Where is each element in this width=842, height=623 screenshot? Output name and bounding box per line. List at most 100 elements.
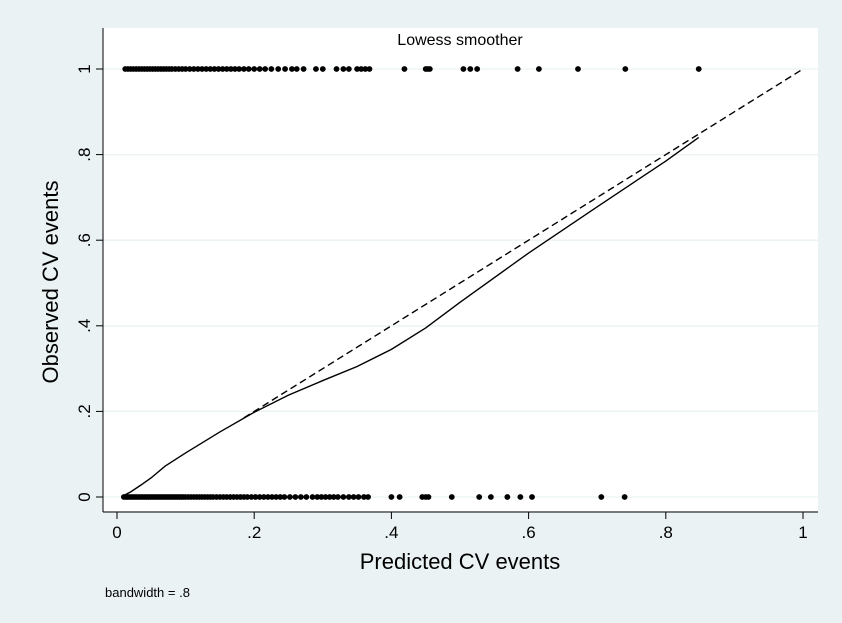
data-point [262, 66, 269, 72]
data-point [476, 494, 483, 500]
y-tick-label: 0 [75, 492, 94, 501]
data-point [232, 66, 238, 72]
data-point [330, 494, 337, 500]
data-point [227, 66, 234, 72]
data-point [621, 494, 628, 500]
data-point [695, 66, 702, 72]
data-point [215, 66, 222, 72]
axis-layer: 0 .2 .4 .6 .8 1 0 .2 .4 .6 .8 1 [75, 28, 818, 542]
data-point [265, 494, 271, 500]
data-point [514, 66, 521, 72]
data-point [236, 66, 243, 72]
data-point [319, 66, 326, 72]
data-point [318, 494, 325, 500]
data-point [186, 66, 193, 72]
y-tick-label: .4 [75, 319, 94, 333]
data-point [358, 66, 365, 72]
data-point [474, 66, 481, 72]
data-point [269, 494, 275, 500]
data-point [313, 66, 319, 72]
data-point [448, 494, 455, 500]
data-point [244, 494, 251, 500]
y-tick-label: .6 [75, 233, 94, 247]
y-tick-label: 1 [75, 64, 94, 73]
x-tick-label: .2 [247, 523, 261, 542]
data-point [322, 494, 329, 500]
data-point [354, 66, 360, 72]
y-axis-title: Observed CV events [38, 181, 63, 384]
data-point [292, 494, 299, 500]
data-point [241, 66, 247, 72]
data-point [487, 494, 494, 500]
data-point [245, 66, 252, 72]
data-point [289, 66, 295, 72]
data-point [182, 66, 189, 72]
data-point [314, 494, 321, 500]
data-point [334, 494, 341, 500]
data-point [361, 494, 367, 500]
y-tick-label: .2 [75, 404, 94, 418]
data-point [282, 66, 288, 72]
data-point [297, 494, 304, 500]
data-point [195, 66, 201, 72]
data-point [268, 66, 275, 72]
x-tick-label: 0 [112, 523, 121, 542]
x-tick-label: .6 [522, 523, 536, 542]
data-point [340, 494, 347, 500]
x-axis-title: Predicted CV events [360, 549, 561, 574]
data-point [575, 66, 581, 72]
data-point [207, 66, 214, 72]
data-point [426, 66, 433, 72]
x-tick-label: .4 [384, 523, 398, 542]
data-point [333, 66, 340, 72]
data-point [355, 494, 362, 500]
data-point [388, 494, 395, 500]
data-point [252, 494, 259, 500]
data-point [251, 66, 258, 72]
data-point [504, 494, 511, 500]
data-point [281, 494, 288, 500]
data-point [598, 494, 605, 500]
data-point [460, 66, 467, 72]
data-point [223, 66, 230, 72]
data-point [248, 494, 255, 500]
data-point [273, 494, 280, 500]
data-point [199, 66, 205, 72]
lowess-line [122, 136, 700, 497]
x-tick-label: 1 [798, 523, 807, 542]
data-point [535, 66, 542, 72]
data-point [467, 66, 474, 72]
data-point [203, 66, 210, 72]
data-point [396, 494, 403, 500]
data-point [362, 66, 369, 72]
x-tick-label: .8 [659, 523, 673, 542]
data-point [286, 494, 293, 500]
data-point [401, 66, 408, 72]
data-point [529, 494, 535, 500]
point-layer [120, 66, 702, 500]
data-point [190, 66, 197, 72]
chart-title: Lowess smoother [397, 32, 523, 49]
data-point [425, 494, 432, 500]
data-point [219, 66, 226, 72]
data-point [300, 66, 307, 72]
data-point [293, 66, 300, 72]
data-point [256, 494, 263, 500]
line-layer [122, 68, 804, 497]
data-point [365, 494, 371, 500]
data-point [326, 494, 333, 500]
data-point [260, 494, 267, 500]
data-point [309, 494, 316, 500]
data-point [345, 494, 352, 500]
data-point [345, 66, 352, 72]
data-point [517, 494, 524, 500]
data-point [211, 66, 218, 72]
data-point [275, 66, 282, 72]
bandwidth-note: bandwidth = .8 [105, 585, 190, 600]
y-tick-label: .8 [75, 148, 94, 162]
data-point [256, 66, 263, 72]
data-point [303, 494, 310, 500]
data-point [277, 494, 284, 500]
